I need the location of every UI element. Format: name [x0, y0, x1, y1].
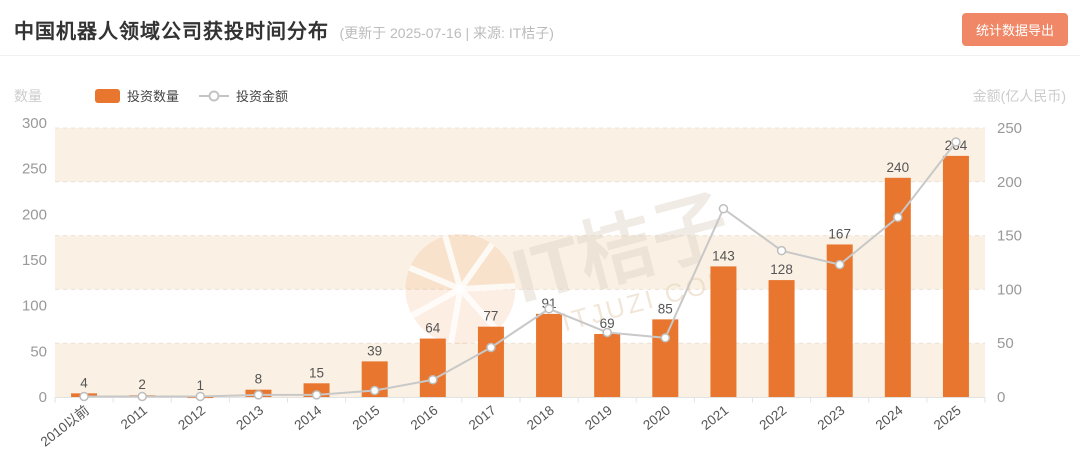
amount-marker-2020[interactable] — [660, 333, 671, 343]
amount-marker-2014[interactable] — [311, 390, 322, 400]
chart-subtitle: (更新于 2025-07-16 | 来源: IT桔子) — [339, 25, 554, 41]
left-axis-tick: 0 — [39, 389, 47, 406]
left-axis-name: 数量 — [14, 88, 42, 104]
x-axis-label-2018: 2018 — [524, 403, 557, 433]
amount-marker-2010以前[interactable] — [79, 391, 89, 402]
bar-value-label: 15 — [309, 365, 324, 380]
amount-marker-2025[interactable] — [951, 137, 961, 147]
right-axis-tick: 50 — [997, 335, 1014, 352]
left-axis-tick: 50 — [30, 343, 47, 360]
x-axis-label-2024: 2024 — [873, 402, 906, 433]
bar-value-label: 128 — [770, 262, 793, 277]
chart-title: 中国机器人领域公司获投时间分布 — [14, 21, 329, 43]
page-title: 中国机器人领域公司获投时间分布 (更新于 2025-07-16 | 来源: IT… — [14, 15, 554, 44]
amount-marker-2017[interactable] — [486, 342, 496, 353]
right-axis-tick: 0 — [997, 389, 1005, 406]
x-axis-label-2013: 2013 — [233, 403, 266, 433]
left-axis-tick: 200 — [22, 206, 47, 223]
chart-header: 中国机器人领域公司获投时间分布 (更新于 2025-07-16 | 来源: IT… — [0, 0, 1080, 56]
amount-marker-2016[interactable] — [428, 375, 438, 385]
right-axis-tick: 200 — [997, 174, 1022, 191]
bar-2022[interactable] — [768, 280, 795, 397]
x-axis-label-2021: 2021 — [698, 403, 731, 433]
amount-marker-2011[interactable] — [137, 391, 147, 402]
legend-item-bar[interactable]: 投资数量 — [95, 86, 179, 105]
bar-value-label: 85 — [658, 301, 673, 316]
amount-marker-2015[interactable] — [369, 385, 380, 396]
right-axis-tick: 150 — [997, 228, 1022, 245]
stripe-band — [55, 128, 985, 182]
right-axis-tick: 100 — [997, 281, 1022, 298]
legend-label-line: 投资金额 — [236, 89, 289, 104]
bar-2020[interactable] — [652, 319, 679, 397]
amount-line — [84, 141, 957, 398]
bar-value-label: 1 — [197, 378, 205, 393]
bar-series-swatch-icon — [95, 88, 120, 103]
right-axis-name: 金额(亿人民币) — [972, 88, 1066, 104]
x-axis-label-2012: 2012 — [175, 403, 208, 433]
x-axis-label-2010以前: 2010以前 — [37, 402, 92, 450]
bar-2023[interactable] — [826, 244, 853, 397]
bar-2021[interactable] — [710, 266, 737, 397]
x-axis-label-2011: 2011 — [118, 403, 150, 433]
legend: 投资数量 投资金额 — [95, 86, 288, 105]
x-axis-label-2020: 2020 — [640, 403, 673, 433]
bar-value-label: 77 — [483, 309, 498, 324]
x-axis-label-2016: 2016 — [408, 403, 441, 433]
x-axis-label-2014: 2014 — [291, 402, 324, 433]
left-axis-tick: 250 — [22, 161, 47, 178]
left-axis-tick: 150 — [22, 252, 47, 269]
amount-marker-2023[interactable] — [834, 259, 845, 270]
x-axis-label-2022: 2022 — [756, 403, 789, 433]
amount-marker-2013[interactable] — [253, 390, 264, 400]
bar-value-label: 143 — [712, 248, 735, 263]
bar-value-label: 8 — [255, 372, 263, 387]
axis-name-row: 数量 金额(亿人民币) — [0, 86, 1080, 106]
amount-marker-2019[interactable] — [602, 327, 612, 338]
legend-label-bar: 投资数量 — [127, 89, 180, 104]
line-series-symbol-icon — [199, 90, 230, 101]
amount-marker-2018[interactable] — [544, 304, 554, 314]
amount-marker-2024[interactable] — [893, 212, 903, 223]
amount-marker-2022[interactable] — [776, 245, 787, 256]
bar-value-label: 64 — [425, 321, 441, 336]
left-axis-tick: 300 — [22, 115, 47, 132]
bar-2018[interactable] — [536, 313, 563, 397]
x-axis-label-2025: 2025 — [931, 403, 964, 433]
bar-2016[interactable] — [419, 338, 446, 397]
bar-value-label: 240 — [887, 160, 910, 175]
bar-value-label: 2 — [138, 377, 146, 392]
x-axis-label-2023: 2023 — [815, 403, 848, 433]
export-data-button[interactable]: 统计数据导出 — [961, 13, 1068, 46]
bar-value-label: 4 — [80, 375, 88, 390]
bar-value-label: 167 — [828, 226, 851, 241]
x-axis-label-2019: 2019 — [582, 403, 615, 433]
right-axis-tick: 250 — [997, 120, 1022, 137]
bar-2017[interactable] — [477, 326, 504, 397]
bar-value-label: 69 — [600, 316, 615, 331]
x-axis-label-2017: 2017 — [466, 403, 499, 433]
x-axis-label-2015: 2015 — [350, 403, 383, 433]
left-axis-tick: 100 — [22, 298, 47, 315]
amount-marker-2012[interactable] — [195, 391, 206, 402]
bar-2025[interactable] — [942, 155, 969, 397]
legend-item-line[interactable]: 投资金额 — [199, 86, 288, 105]
bar-2019[interactable] — [594, 333, 621, 397]
bar-2024[interactable] — [884, 177, 911, 397]
amount-marker-2021[interactable] — [718, 203, 729, 214]
bar-value-label: 39 — [367, 343, 382, 358]
